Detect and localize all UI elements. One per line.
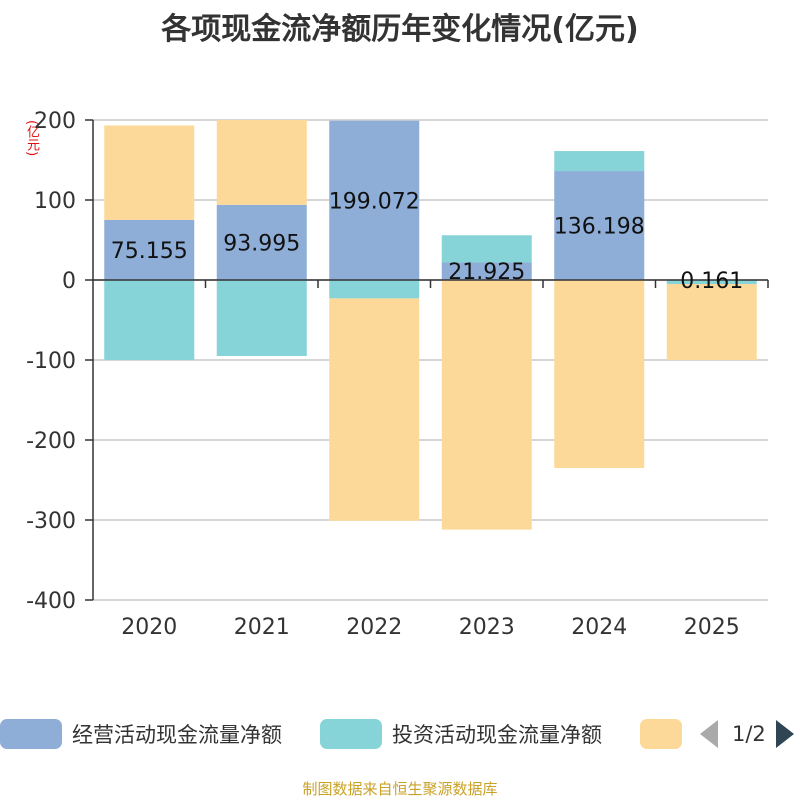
y-tick-label: 200 bbox=[34, 109, 76, 134]
legend-label-investing: 投资活动现金流量净额 bbox=[392, 723, 602, 747]
legend-item-operating[interactable]: 经营活动现金流量净额 bbox=[0, 716, 282, 752]
bar-operating-2024 bbox=[554, 171, 645, 280]
x-tick-label-2022: 2022 bbox=[346, 615, 402, 640]
bar-operating-2020 bbox=[104, 219, 195, 280]
y-tick-label: 0 bbox=[62, 269, 76, 294]
data-label-operating-2025: 0.161 bbox=[680, 269, 743, 294]
legend-pager: 1/2 bbox=[700, 716, 794, 752]
legend-item-investing[interactable]: 投资活动现金流量净额 bbox=[320, 716, 602, 752]
legend-swatch-operating bbox=[0, 719, 62, 749]
legend-page-indicator: 1/2 bbox=[732, 722, 766, 746]
tick-labels: 200 100 0 -100 -200 -300 -400 2020 2021 2022 2023 2… bbox=[26, 109, 740, 640]
bar-investing-2021 bbox=[216, 280, 307, 356]
x-tick-label-2020: 2020 bbox=[121, 615, 177, 640]
data-source-note: 制图数据来自恒生聚源数据库 bbox=[302, 780, 498, 798]
bar-operating-2023 bbox=[441, 262, 532, 280]
y-tick-label: -200 bbox=[26, 429, 76, 454]
legend-next-page-icon[interactable] bbox=[775, 720, 794, 748]
y-tick-label: -100 bbox=[26, 349, 76, 374]
data-label-operating-2024: 136.198 bbox=[554, 215, 645, 240]
bar-investing-2022 bbox=[329, 280, 420, 299]
axes bbox=[85, 119, 769, 601]
y-tick-label: 100 bbox=[34, 189, 76, 214]
legend-swatch-investing bbox=[320, 719, 382, 749]
bar-investing-2020 bbox=[104, 280, 195, 360]
bar-operating-2021 bbox=[216, 204, 307, 280]
legend-prev-page-icon[interactable] bbox=[700, 720, 718, 748]
y-tick-label: -300 bbox=[26, 509, 76, 534]
x-tick-label-2025: 2025 bbox=[684, 615, 740, 640]
bar-financing-2024 bbox=[554, 280, 645, 468]
data-label-operating-2020: 75.155 bbox=[111, 239, 188, 264]
bar-financing-2020 bbox=[104, 125, 195, 220]
bar-investing-2024 bbox=[554, 151, 645, 172]
legend-item-financing[interactable] bbox=[640, 716, 692, 752]
x-tick-label-2023: 2023 bbox=[459, 615, 515, 640]
legend-label-operating: 经营活动现金流量净额 bbox=[72, 723, 282, 747]
y-tick-label: -400 bbox=[26, 589, 76, 614]
bar-investing-2023 bbox=[441, 235, 532, 263]
bar-financing-2021 bbox=[216, 120, 307, 205]
x-tick-label-2024: 2024 bbox=[571, 615, 627, 640]
bars bbox=[104, 120, 757, 530]
gridlines bbox=[93, 119, 768, 601]
data-label-operating-2023: 21.925 bbox=[448, 260, 525, 285]
legend-swatch-financing bbox=[640, 719, 682, 749]
data-label-operating-2021: 93.995 bbox=[223, 231, 300, 256]
bar-financing-2023 bbox=[441, 280, 532, 530]
bar-investing-2025 bbox=[666, 280, 757, 284]
bar-financing-2025 bbox=[666, 284, 757, 360]
x-tick-label-2021: 2021 bbox=[234, 615, 290, 640]
bar-operating-2022 bbox=[329, 120, 420, 280]
data-label-operating-2022: 199.072 bbox=[329, 189, 420, 214]
bar-financing-2022 bbox=[329, 298, 420, 521]
y-axis-unit-label: (亿元) bbox=[24, 120, 39, 157]
chart-title: 各项现金流净额历年变化情况(亿元) bbox=[161, 12, 639, 47]
data-labels: 75.155 93.995 199.072 21.925 136.198 0.161 bbox=[111, 189, 743, 294]
